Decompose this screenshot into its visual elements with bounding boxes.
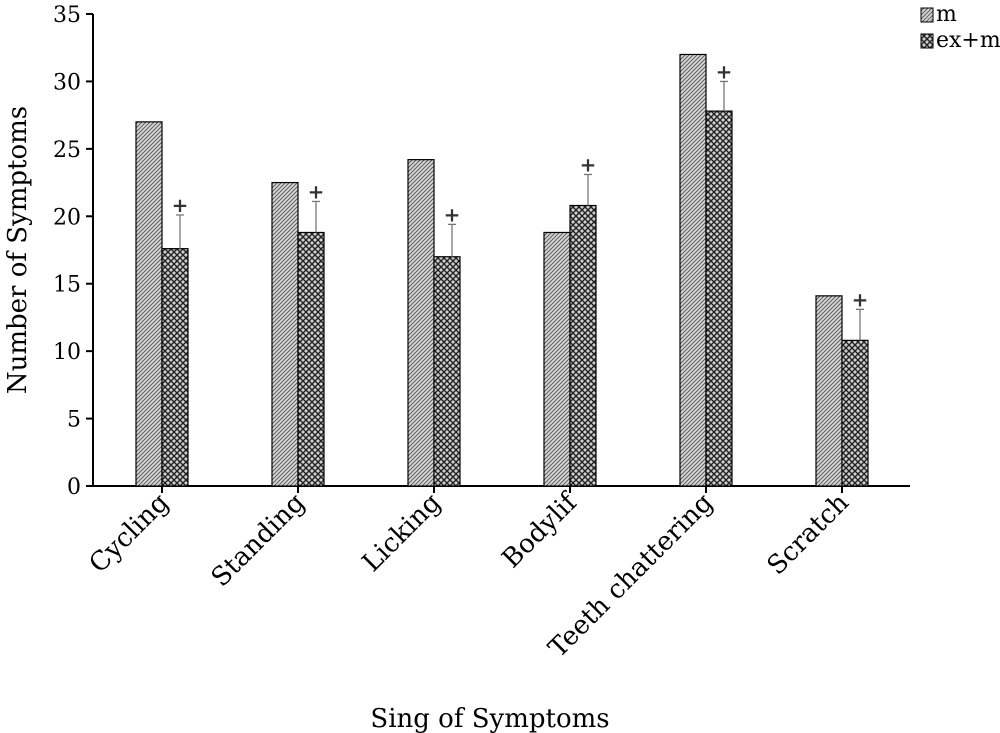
x-category-label: Standing	[206, 488, 311, 593]
y-tick-label: 30	[53, 70, 81, 95]
legend-label-ex-m: ex+m	[936, 28, 1000, 53]
x-axis-title: Sing of Symptoms	[370, 704, 609, 733]
significance-marker: +	[444, 202, 461, 226]
bar-m	[679, 53, 707, 487]
significance-marker: +	[852, 287, 869, 311]
x-category-label: Cycling	[84, 488, 175, 579]
significance-marker: +	[716, 59, 733, 83]
axes: 0 5 10 15 20 25 30 35	[53, 3, 910, 500]
y-tick-label: 15	[53, 273, 81, 298]
bar-ex-m	[841, 339, 869, 487]
bars	[135, 53, 869, 487]
legend-swatch-m	[920, 7, 934, 23]
significance-marker: +	[308, 179, 325, 203]
bar-ex-m	[161, 248, 189, 487]
legend-swatch-ex-m	[920, 33, 934, 49]
bar-m	[407, 159, 435, 487]
bar-ex-m	[433, 256, 461, 487]
bar-m	[815, 295, 843, 487]
bar-ex-m	[569, 204, 597, 487]
y-axis-title: Number of Symptoms	[3, 106, 33, 394]
bar-ex-m	[705, 110, 733, 487]
bar-m	[135, 121, 163, 487]
legend-label-m: m	[936, 2, 957, 27]
x-category-label: Licking	[357, 488, 447, 578]
significance-marker: +	[580, 152, 597, 176]
significance-marker: +	[172, 193, 189, 217]
bar-m	[543, 231, 571, 487]
legend: mex+m	[920, 2, 1000, 53]
bar-ex-m	[297, 231, 325, 487]
x-category-label: Scratch	[762, 488, 856, 582]
y-tick-label: 10	[53, 340, 81, 365]
y-tick-label: 20	[53, 205, 81, 230]
y-tick-label: 25	[53, 138, 81, 163]
y-tick-label: 0	[67, 475, 81, 500]
x-category-label: Bodylif	[496, 486, 584, 574]
y-tick-label: 5	[67, 408, 81, 433]
bar-m	[271, 181, 299, 487]
y-tick-label: 35	[53, 3, 81, 28]
